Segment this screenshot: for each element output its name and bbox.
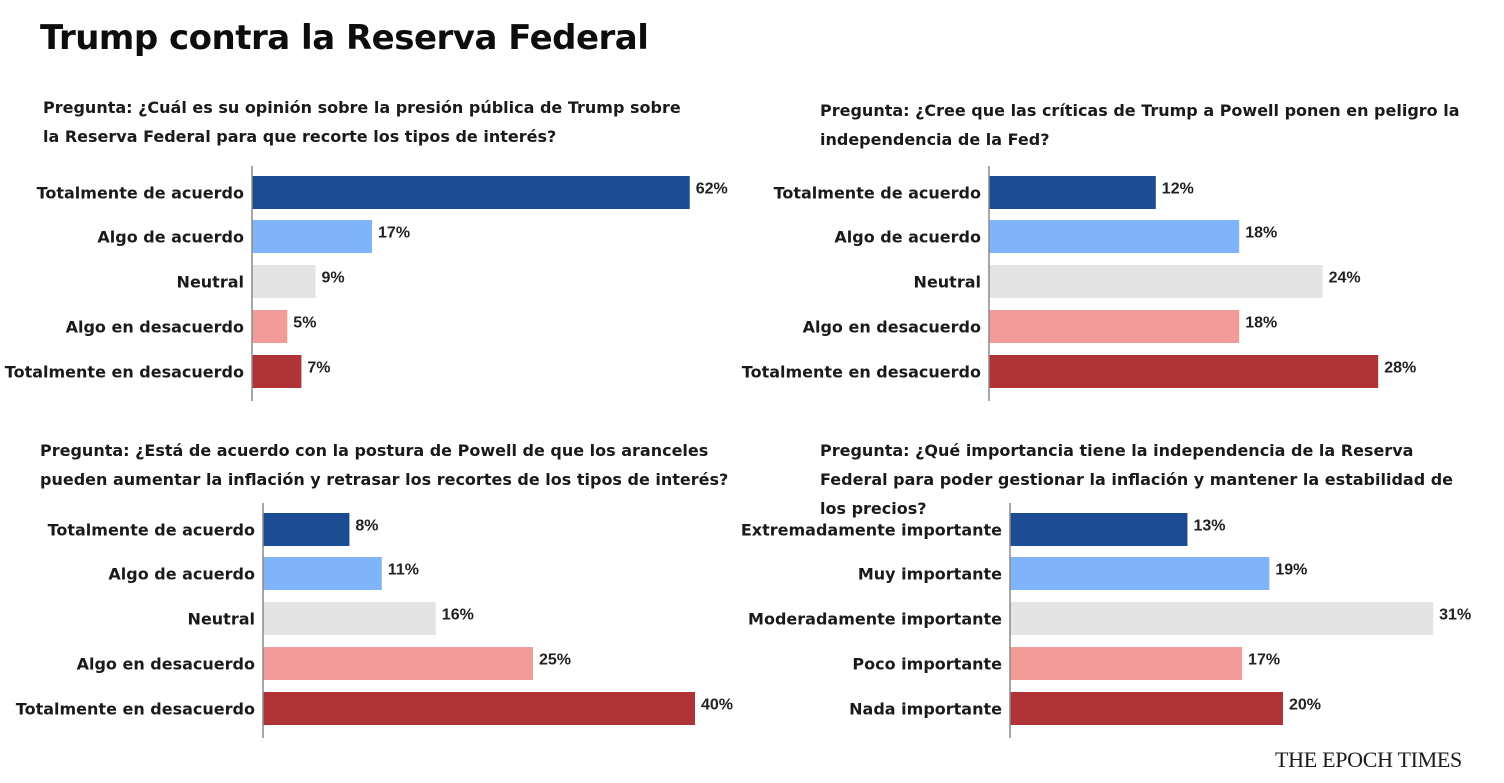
value-label: 19% [1275,562,1307,579]
bar [989,220,1240,253]
value-label: 9% [322,270,345,287]
category-label: Totalmente en desacuerdo [742,363,981,382]
value-label: 18% [1245,315,1277,332]
value-label: 11% [388,562,419,579]
category-label: Neutral [177,273,244,292]
bar [263,647,533,680]
bar [1010,513,1188,546]
category-label: Totalmente de acuerdo [774,184,981,203]
category-label: Extremadamente importante [741,521,1002,540]
category-label: Totalmente de acuerdo [48,521,255,540]
category-label: Neutral [914,273,981,292]
bar [263,557,382,590]
bar-chart: Extremadamente importante 13% Muy importan… [741,503,1471,738]
category-label: Totalmente de acuerdo [37,184,244,203]
bar-chart: Totalmente de acuerdo 62% Algo de acuerdo 1… [5,166,728,401]
value-label: 18% [1245,225,1277,242]
category-label: Totalmente en desacuerdo [5,363,244,382]
bar [252,355,302,388]
question-text: Pregunta: ¿Cree que las críticas de Trum… [820,101,1460,149]
bar [252,265,316,298]
bar [989,265,1323,298]
category-label: Moderadamente importante [748,610,1002,629]
bar [252,220,373,253]
value-label: 20% [1289,697,1321,714]
value-label: 8% [355,518,378,535]
bar [1010,692,1283,725]
bar [1010,557,1270,590]
bar [263,513,350,546]
category-label: Algo en desacuerdo [66,318,244,337]
category-label: Algo de acuerdo [97,228,244,247]
bar [263,602,436,635]
value-label: 25% [539,652,571,669]
value-label: 17% [378,225,410,242]
value-label: 28% [1384,360,1416,377]
bar [263,692,695,725]
value-label: 16% [442,607,474,624]
bar [1010,647,1243,680]
category-label: Algo de acuerdo [108,565,255,584]
value-label: 24% [1329,270,1361,287]
value-label: 31% [1439,607,1471,624]
bar [989,176,1156,209]
value-label: 62% [696,181,728,198]
value-label: 12% [1162,181,1194,198]
value-label: 13% [1193,518,1225,535]
category-label: Poco importante [852,655,1002,674]
bar [1010,602,1434,635]
question-text: Pregunta: ¿Está de acuerdo con la postur… [40,441,729,489]
bar [252,310,288,343]
value-label: 17% [1248,652,1280,669]
category-label: Nada importante [849,700,1002,719]
category-label: Algo en desacuerdo [803,318,981,337]
bar-chart: Totalmente de acuerdo 12% Algo de acuerdo 1… [742,166,1416,401]
question-text: Pregunta: ¿Qué importancia tiene la inde… [820,441,1454,518]
bar-chart: Totalmente de acuerdo 8% Algo de acuerdo 11… [16,503,733,738]
publisher-logo: THE EPOCH TIMES [1275,747,1462,772]
category-label: Totalmente en desacuerdo [16,700,255,719]
chart-title: Trump contra la Reserva Federal [40,18,649,58]
question-text: Pregunta: ¿Cuál es su opinión sobre la p… [43,98,681,146]
value-label: 40% [701,697,733,714]
value-label: 5% [293,315,316,332]
bar [252,176,690,209]
category-label: Muy importante [858,565,1002,584]
category-label: Neutral [188,610,255,629]
bar [989,355,1379,388]
category-label: Algo en desacuerdo [77,655,255,674]
value-label: 7% [307,360,330,377]
bar [989,310,1240,343]
category-label: Algo de acuerdo [834,228,981,247]
